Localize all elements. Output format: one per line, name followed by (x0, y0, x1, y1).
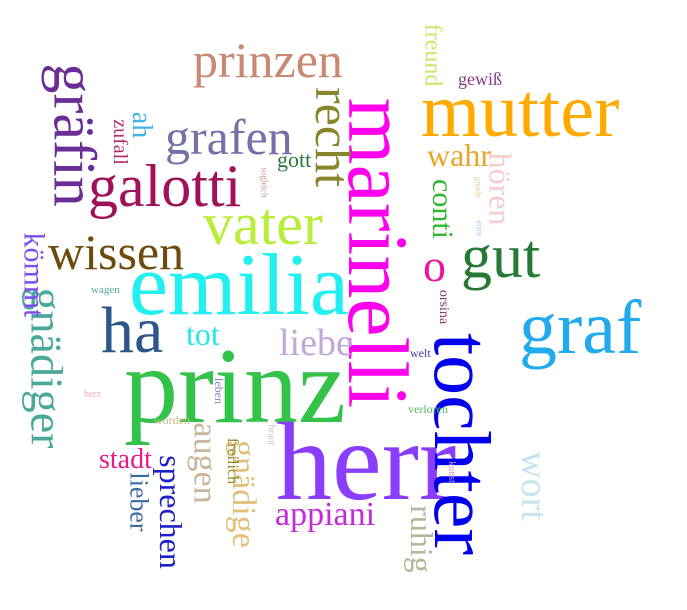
word-prinz: prinz (124, 327, 346, 446)
word-galotti: galotti (88, 153, 242, 219)
word-kommt: kömmt (17, 232, 51, 318)
word-wahr: wahr (427, 137, 491, 173)
word-ah: ah (126, 111, 158, 139)
word-worden: worden (154, 413, 190, 427)
word-gut: gut (461, 223, 541, 291)
word-tot: tot (186, 316, 220, 352)
word-ehre: ehre (474, 220, 485, 237)
word-kunst: kunst (445, 461, 457, 483)
word-stadt: stadt (99, 444, 152, 475)
word-augen: augen (186, 422, 224, 504)
word-vater: vater (203, 191, 323, 257)
word-graf: graf (519, 286, 642, 370)
word-o: o (423, 240, 446, 291)
word-emilia: emilia (129, 237, 349, 334)
word-wissen: wissen (48, 224, 185, 280)
word-lieber: lieber (124, 472, 154, 532)
word-herr: herr (276, 400, 457, 524)
word-sogleich: sogleich (259, 167, 270, 198)
word-welt: welt (410, 346, 431, 360)
word-mutter: mutter (421, 69, 620, 153)
word-sprechen: sprechen (152, 455, 189, 569)
word-wagen: wagen (91, 284, 120, 296)
word-prinzen: prinzen (193, 32, 343, 88)
word-graefin: gräfin (41, 63, 108, 207)
word-ha: ha (101, 294, 164, 367)
word-freund: freund (419, 23, 446, 87)
word-conti: conti (426, 179, 459, 239)
word-gott: gott (277, 147, 312, 172)
word-gewiss: gewiß (458, 69, 502, 89)
word-ruhig: ruhig (403, 505, 440, 573)
word-appiani: appiani (275, 496, 376, 533)
word-leben: leben (212, 378, 226, 404)
word-freilich: freilich (224, 437, 242, 485)
word-recht: recht (304, 87, 361, 187)
word-herz: herz (84, 389, 102, 400)
word-gnade: gnade (473, 176, 484, 199)
word-grafen: grafen (165, 109, 293, 165)
word-zufall: zufall (108, 119, 131, 165)
word-verloren: verloren (408, 402, 448, 416)
word-orsina: orsina (436, 289, 452, 325)
word-wort: wort (512, 451, 555, 521)
word-braut: braut (265, 424, 277, 446)
word-liebe: liebe (279, 322, 353, 364)
